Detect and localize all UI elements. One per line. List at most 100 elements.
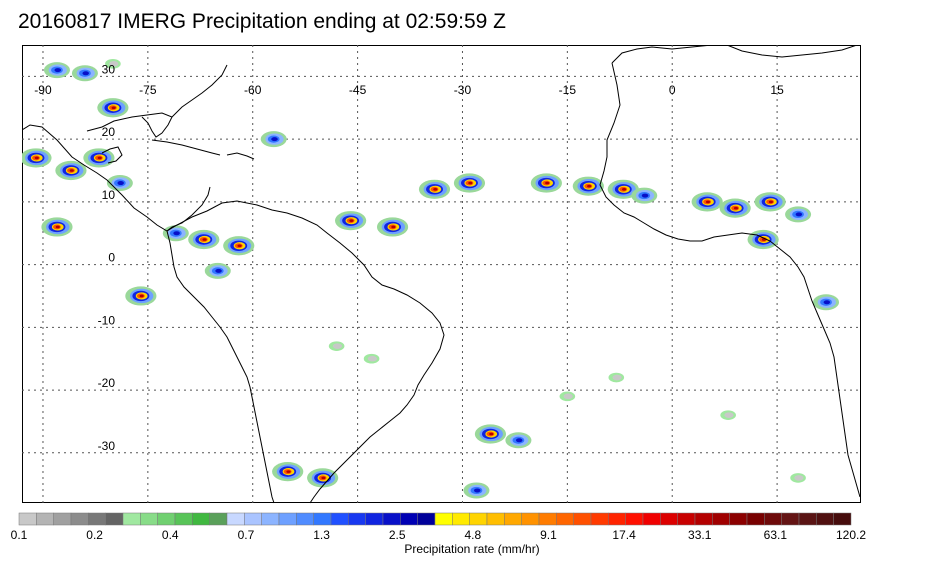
colorbar-swatch xyxy=(746,512,765,526)
coastline-yucatan xyxy=(101,146,123,164)
colorbar-swatch xyxy=(538,512,557,526)
lat-label: -10 xyxy=(98,313,116,327)
colorbar-title: Precipitation rate (mm/hr) xyxy=(404,542,540,556)
precip-cell xyxy=(505,432,532,449)
precip-cell xyxy=(363,353,380,364)
precip-cell xyxy=(376,217,409,237)
coastlines xyxy=(22,45,861,504)
precip-cell xyxy=(559,391,576,402)
precip-contour xyxy=(768,200,773,204)
precip-cell xyxy=(335,211,367,231)
colorbar-tick: 4.8 xyxy=(464,528,481,542)
colorbar-swatch xyxy=(174,512,193,526)
precip-cell xyxy=(162,225,189,242)
colorbar: 0.1 0.2 0.4 0.7 1.3 2.5 4.8 9.1 17.4 33.1 63.1 120.… xyxy=(11,512,866,542)
precip-cell xyxy=(260,131,287,148)
precip-contour xyxy=(321,476,326,480)
precip-contour xyxy=(391,225,396,229)
precip-contour xyxy=(54,68,62,73)
precip-contour xyxy=(367,355,377,362)
precip-contour xyxy=(433,188,438,191)
lat-label: 30 xyxy=(102,62,116,76)
precip-cell xyxy=(272,462,304,482)
colorbar-swatch xyxy=(330,512,349,526)
chart-title: 20160817 IMERG Precipitation ending at 0… xyxy=(18,10,506,33)
precip-contour xyxy=(795,212,803,217)
precip-contour xyxy=(139,294,144,298)
lon-label: -15 xyxy=(559,83,577,97)
precip-contour xyxy=(622,188,627,191)
colorbar-swatch xyxy=(209,512,228,526)
precip-cell xyxy=(328,341,345,351)
precip-contour xyxy=(286,470,291,473)
lat-label: -20 xyxy=(98,376,116,390)
precip-contour xyxy=(111,106,116,110)
precip-cell xyxy=(188,229,220,250)
colorbar-swatch xyxy=(608,512,626,526)
precip-cell xyxy=(631,187,658,204)
precip-contour xyxy=(474,488,481,493)
colorbar-swatch xyxy=(400,512,418,526)
precip-contour xyxy=(215,268,222,273)
colorbar-swatch xyxy=(833,512,852,526)
precip-cell xyxy=(97,98,129,118)
colorbar-swatch xyxy=(157,512,176,526)
colorbar-swatch xyxy=(278,512,297,526)
lon-label: 15 xyxy=(770,83,784,97)
lon-label: 0 xyxy=(669,83,676,97)
precip-contour xyxy=(724,412,734,418)
colorbar-swatch xyxy=(348,512,366,526)
precip-cell xyxy=(572,176,604,196)
precip-cell xyxy=(55,160,87,181)
colorbar-swatch xyxy=(764,512,782,526)
colorbar-swatch xyxy=(88,512,106,526)
precip-cell xyxy=(608,372,625,383)
colorbar-swatch xyxy=(781,512,800,526)
precip-contour xyxy=(587,184,592,188)
colorbar-swatch xyxy=(105,512,124,526)
precip-contour xyxy=(271,137,278,142)
precip-contour xyxy=(55,225,60,229)
colorbar-swatch xyxy=(590,512,609,526)
precip-cell xyxy=(418,179,451,199)
lon-label: -45 xyxy=(349,83,367,97)
precip-contour xyxy=(69,169,74,172)
precip-cell xyxy=(785,206,812,223)
colorbar-swatch xyxy=(313,512,332,526)
colorbar-swatch xyxy=(296,512,314,526)
lat-label: -30 xyxy=(98,439,116,453)
colorbar-swatch xyxy=(365,512,384,526)
colorbar-swatch xyxy=(70,512,89,526)
precip-cell xyxy=(105,59,121,69)
colorbar-tick: 9.1 xyxy=(540,528,557,542)
precip-contour xyxy=(705,200,711,204)
precip-contour xyxy=(97,156,102,160)
colorbar-swatch xyxy=(417,512,436,526)
colorbar-swatch xyxy=(452,512,470,526)
colorbar-tick: 33.1 xyxy=(688,528,712,542)
lon-label: -90 xyxy=(34,83,52,97)
precip-cell xyxy=(754,192,786,212)
precip-contour xyxy=(823,300,831,305)
precip-cell xyxy=(307,468,339,488)
map-frame xyxy=(22,45,861,503)
colorbar-swatch xyxy=(469,512,488,526)
colorbar-tick: 0.4 xyxy=(162,528,179,542)
axis-labels: -90 -75 -60 -45 -30 -15 0 15 30 20 10 0 -10 -20 -30 xyxy=(34,62,784,452)
colorbar-swatch xyxy=(573,512,592,526)
colorbar-swatch xyxy=(53,512,72,526)
colorbar-swatch xyxy=(140,512,158,526)
precip-cell xyxy=(125,286,157,306)
precip-cell xyxy=(474,424,507,444)
precip-cell xyxy=(41,217,73,237)
colorbar-tick: 120.2 xyxy=(836,528,866,542)
colorbar-swatch xyxy=(244,512,262,526)
colorbar-tick: 17.4 xyxy=(612,528,636,542)
precip-contour xyxy=(794,475,804,481)
colorbar-swatch xyxy=(226,512,245,526)
lat-label: 20 xyxy=(102,125,116,139)
precip-cell xyxy=(607,179,639,199)
colorbar-swatch xyxy=(798,512,817,526)
coastline-north-america xyxy=(22,64,228,232)
lat-label: 0 xyxy=(108,251,115,265)
